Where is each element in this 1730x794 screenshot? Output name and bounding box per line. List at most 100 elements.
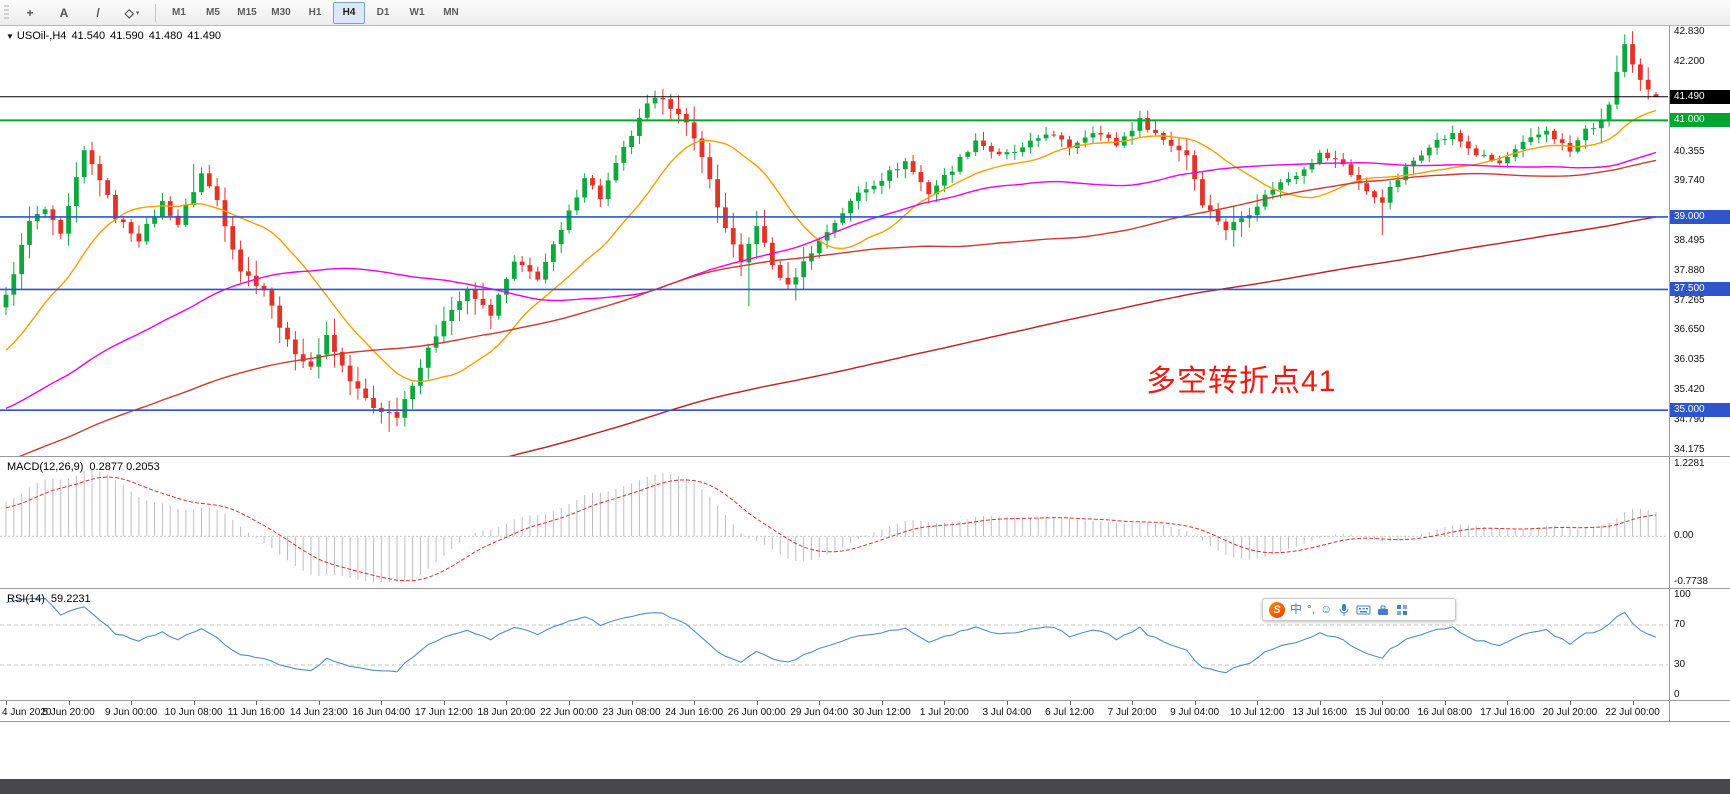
timeframe-button-h1[interactable]: H1 [308, 7, 322, 18]
price-badge-41.000: 41.000 [1670, 113, 1730, 128]
text-tool-button[interactable]: A [59, 5, 69, 20]
price-badge-41.490: 41.490 [1670, 89, 1730, 104]
rsi-axis-label: 100 [1674, 589, 1691, 600]
time-axis-label: 9 Jun 00:00 [104, 707, 158, 718]
ma-slowest-line [508, 216, 1657, 456]
price-tick-label: 36.650 [1674, 324, 1705, 336]
ime-toolbar[interactable]: S 中 °, ☺ [1262, 598, 1456, 621]
macd-label: MACD(12,26,9) 0.2877 0.2053 [7, 461, 160, 473]
trendline-tool-button[interactable]: / [96, 5, 100, 20]
time-axis-label: 15 Jul 00:00 [1355, 707, 1410, 718]
toolbar-separator [155, 3, 156, 22]
macd-signal-line [5, 476, 1657, 582]
emoji-icon[interactable]: ☺ [1320, 602, 1333, 616]
time-tick [944, 701, 946, 705]
time-tick [68, 701, 70, 705]
panel-separator[interactable] [0, 700, 1730, 701]
time-axis-label: 22 Jul 00:00 [1605, 707, 1660, 718]
ma-medium-line [5, 151, 1657, 410]
time-tick [318, 701, 320, 705]
time-axis-label: 17 Jul 16:00 [1480, 707, 1535, 718]
macd-svg [0, 469, 1668, 582]
time-tick [631, 701, 633, 705]
time-axis-label: 14 Jun 23:00 [289, 707, 348, 718]
time-axis-label: 20 Jul 20:00 [1542, 707, 1598, 718]
punctuation-icon[interactable]: °, [1307, 602, 1316, 616]
timeframe-button-w1[interactable]: W1 [409, 7, 425, 18]
skin-grid-icon[interactable] [1395, 603, 1409, 617]
panel-separator[interactable] [0, 588, 1730, 589]
time-tick [1006, 701, 1008, 705]
quote-open: 41.540 [71, 30, 106, 42]
price-badge-39.000: 39.000 [1670, 209, 1730, 224]
soft-keyboard-icon[interactable] [1356, 603, 1371, 617]
price-tick-label: 35.420 [1674, 383, 1705, 395]
panel-separator[interactable] [0, 456, 1730, 457]
timeframe-button-mn[interactable]: MN [443, 7, 459, 18]
quote-header: ▼ USOil-,H4 41.540 41.590 41.480 41.490 [6, 30, 221, 42]
rsi-value: 59.2231 [50, 593, 91, 605]
chinese-mode-icon[interactable]: 中 [1290, 602, 1303, 616]
time-axis-label: 4 Jun 2020 [2, 707, 52, 718]
crosshair-tool-button[interactable]: + [26, 5, 34, 20]
time-tick [1194, 701, 1196, 705]
time-tick [506, 701, 508, 705]
rsi-axis-label: 0 [1674, 689, 1680, 700]
time-axis-label: 1 Jul 20:00 [919, 707, 969, 718]
voice-input-icon[interactable] [1337, 603, 1351, 617]
time-tick [1132, 701, 1134, 705]
time-axis-label: 23 Jun 08:00 [602, 707, 661, 718]
time-axis-label: 6 Jul 12:00 [1045, 707, 1094, 718]
time-tick [1319, 701, 1321, 705]
timeframe-button-d1[interactable]: D1 [376, 7, 390, 18]
price-level-lines[interactable] [0, 96, 1668, 411]
rsi-panel[interactable]: RSI(14) 59.2231 100 70 30 0 [0, 589, 1730, 700]
time-tick [256, 701, 258, 705]
time-tick [6, 701, 7, 705]
rsi-label: RSI(14) 59.2231 [7, 593, 91, 605]
symbol-title: USOil-,H4 [16, 30, 67, 42]
timeframe-button-m15[interactable]: M15 [237, 7, 257, 18]
price-tick-label: 42.830 [1674, 26, 1705, 37]
time-axis-label: 5 Jun 20:00 [42, 707, 95, 718]
price-tick-label: 34.175 [1674, 444, 1705, 455]
time-axis[interactable]: 4 Jun 2020 5 Jun 20:00 9 Jun 00:00 10 Jun 0… [0, 701, 1730, 722]
toolbox-icon[interactable] [1376, 603, 1390, 617]
time-tick [819, 701, 821, 705]
price-badge-35.000: 35.000 [1670, 403, 1730, 418]
price-tick-label: 37.265 [1674, 294, 1705, 306]
rsi-axis-label: 70 [1674, 619, 1686, 630]
shapes-tool-button[interactable]: ◇ ▾ [124, 5, 140, 20]
price-tick-label: 37.880 [1674, 265, 1705, 277]
macd-values: 0.2877 0.2053 [89, 461, 160, 473]
macd-histogram [5, 469, 1657, 582]
price-tick-label: 36.035 [1674, 354, 1705, 366]
candlesticks [3, 31, 1659, 432]
price-tick-label: 38.495 [1674, 235, 1705, 247]
time-tick [381, 701, 383, 705]
timeframe-button-m5[interactable]: M5 [206, 7, 220, 18]
ma-fast-line [5, 109, 1657, 383]
rsi-axis-label: 30 [1674, 659, 1686, 670]
timeframe-button-h4[interactable]: H4 [333, 1, 365, 24]
macd-panel[interactable]: MACD(12,26,9) 0.2877 0.2053 1.2281 0.00 -0.… [0, 458, 1730, 588]
drawing-tools: + A / ◇ ▾ [13, 2, 149, 24]
main-chart-panel[interactable]: ▼ USOil-,H4 41.540 41.590 41.480 41.490 多空转折点… [0, 26, 1730, 456]
time-tick [569, 701, 571, 705]
time-tick [193, 701, 195, 705]
time-axis-label: 29 Jun 04:00 [790, 707, 849, 718]
time-tick [1570, 701, 1571, 705]
quote-close: 41.490 [187, 30, 222, 42]
price-axis-divider [1669, 26, 1670, 722]
timeframe-button-m30[interactable]: M30 [271, 7, 291, 18]
macd-axis-label: -0.7738 [1674, 576, 1708, 587]
time-axis-label: 22 Jun 00:00 [540, 707, 598, 718]
time-axis-label: 17 Jun 12:00 [414, 707, 473, 718]
time-tick [443, 701, 445, 705]
taskbar[interactable] [0, 779, 1730, 794]
time-axis-label: 26 Jun 00:00 [727, 707, 786, 718]
sogou-logo-icon[interactable]: S [1269, 601, 1285, 618]
timeframe-button-m1[interactable]: M1 [172, 7, 186, 18]
symbol-dropdown-arrow-icon[interactable]: ▼ [6, 32, 14, 41]
time-tick [756, 701, 758, 705]
